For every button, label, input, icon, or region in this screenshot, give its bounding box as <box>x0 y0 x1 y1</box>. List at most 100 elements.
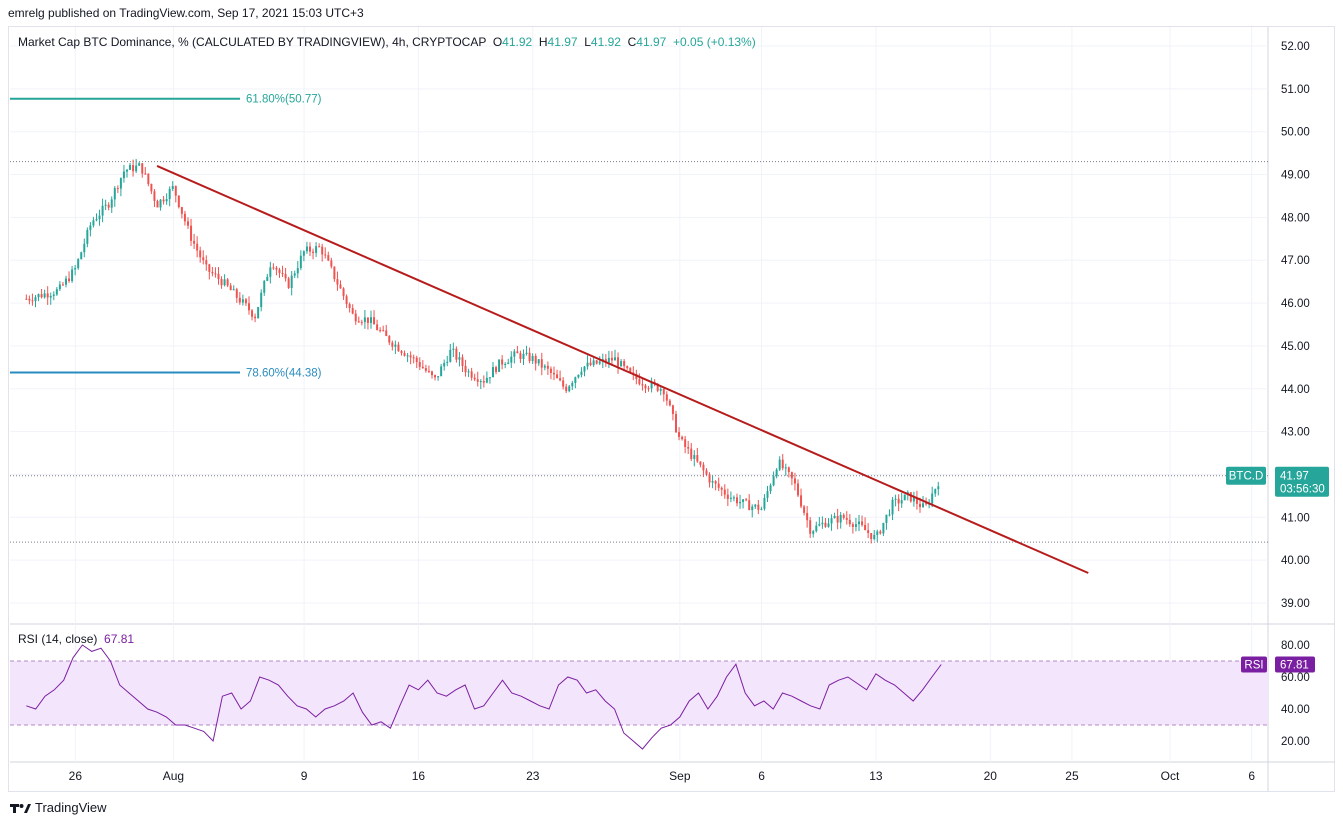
candle-body <box>101 205 104 216</box>
y-tick-label: 47.00 <box>1281 255 1310 267</box>
candle-body <box>934 489 937 494</box>
rsi-band <box>10 661 1268 725</box>
candle-body <box>376 324 379 331</box>
candle-body <box>861 521 864 525</box>
candle-body <box>138 163 141 166</box>
candle-body <box>339 284 342 289</box>
candle-body <box>488 377 491 379</box>
candle-body <box>498 359 501 372</box>
candle-body <box>156 200 159 208</box>
candle-body <box>232 289 235 291</box>
candle-body <box>568 386 571 392</box>
chart-frame[interactable] <box>8 26 1335 792</box>
rsi-y-tick-label: 80.00 <box>1281 640 1310 652</box>
candle-body <box>165 199 168 202</box>
candle-body <box>711 481 714 483</box>
candle-body <box>461 357 464 366</box>
candle-body <box>751 506 754 511</box>
legend-h-label: H <box>538 35 548 49</box>
candle-body <box>400 351 403 354</box>
rsi-legend-label: RSI (14, close) <box>18 632 98 646</box>
trendline-line[interactable] <box>156 165 1089 574</box>
y-tick-label: 51.00 <box>1281 84 1310 96</box>
candle-body <box>531 355 534 361</box>
candle-body <box>922 503 925 508</box>
candle-body <box>348 304 351 309</box>
x-tick-label: Sep <box>669 769 691 783</box>
candle-body <box>190 225 193 241</box>
candle-body <box>443 362 446 367</box>
fib-levels: 61.80%(50.77) 78.60%(44.38) <box>10 94 322 379</box>
candle-body <box>46 293 49 298</box>
y-tick-label: 52.00 <box>1281 41 1310 53</box>
candle-body <box>153 191 156 201</box>
candle-body <box>925 503 928 505</box>
candle-body <box>909 492 912 502</box>
candle-body <box>437 376 440 378</box>
candle-body <box>208 264 211 272</box>
candle-body <box>482 380 485 383</box>
candle-body <box>796 483 799 496</box>
last-price-label: 41.97 <box>1280 471 1309 483</box>
candle-body <box>412 357 415 359</box>
candle-body <box>565 386 568 392</box>
candle-body <box>464 365 467 373</box>
candle-body <box>449 349 452 362</box>
rsi-badge: RSI <box>1244 660 1263 672</box>
candle-body <box>708 474 711 483</box>
candle-body <box>504 363 507 365</box>
candle-body <box>726 494 729 499</box>
candle-body <box>220 279 223 286</box>
candle-body <box>92 220 95 226</box>
candle-body <box>705 470 708 475</box>
candle-body <box>125 169 128 172</box>
rsi-value-badge-bg <box>1275 656 1315 673</box>
candle-body <box>174 186 177 196</box>
candle-body <box>525 352 528 354</box>
candle-body <box>915 497 918 504</box>
candle-body <box>772 476 775 486</box>
candle-body <box>440 366 443 377</box>
candle-body <box>876 531 879 535</box>
candle-body <box>43 293 46 298</box>
candle-body <box>684 439 687 448</box>
candle-body <box>202 257 205 261</box>
candle-body <box>260 292 263 308</box>
candle-body <box>397 344 400 352</box>
symbol-badge-bg <box>1226 466 1266 485</box>
candle-body <box>696 455 699 462</box>
candle-body <box>293 273 296 276</box>
x-tick-label: 6 <box>1248 769 1255 783</box>
candle-body <box>491 367 494 378</box>
candle-body <box>900 500 903 504</box>
tradingview-footer[interactable]: TradingView <box>10 800 107 815</box>
candle-body <box>64 278 67 285</box>
candle-body <box>473 377 476 380</box>
candle-body <box>784 467 787 469</box>
candle-body <box>241 299 244 303</box>
candle-body <box>519 353 522 360</box>
candle-body <box>68 278 71 282</box>
y-tick-label: 49.00 <box>1281 170 1310 182</box>
candle-body <box>366 317 369 323</box>
candle-body <box>275 267 278 270</box>
candle-body <box>510 356 513 363</box>
candle-body <box>595 360 598 364</box>
candle-body <box>373 317 376 325</box>
tradingview-logo-icon <box>10 802 31 814</box>
candle-body <box>479 380 482 382</box>
grid <box>10 27 1335 791</box>
candle-body <box>144 173 147 175</box>
candle-body <box>299 255 302 269</box>
candle-body <box>113 188 116 200</box>
candle-body <box>918 503 921 508</box>
candle-body <box>424 368 427 371</box>
rsi-y-tick-label: 40.00 <box>1281 704 1310 716</box>
candle-body <box>86 229 89 244</box>
candle-body <box>659 389 662 391</box>
candle-body <box>735 497 738 504</box>
y-tick-label: 43.00 <box>1281 427 1310 439</box>
candle-body <box>446 361 449 363</box>
candle-body <box>251 310 254 317</box>
